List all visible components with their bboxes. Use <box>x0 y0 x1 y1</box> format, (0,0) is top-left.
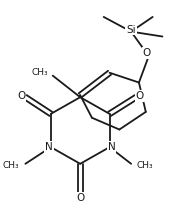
Text: Si: Si <box>126 25 136 35</box>
Text: CH₃: CH₃ <box>137 161 154 170</box>
Text: O: O <box>76 193 84 203</box>
Text: O: O <box>136 91 144 101</box>
Text: N: N <box>108 142 115 152</box>
Text: CH₃: CH₃ <box>3 161 20 170</box>
Text: O: O <box>143 48 151 58</box>
Text: O: O <box>17 91 26 101</box>
Text: CH₃: CH₃ <box>31 68 48 77</box>
Text: N: N <box>45 142 53 152</box>
